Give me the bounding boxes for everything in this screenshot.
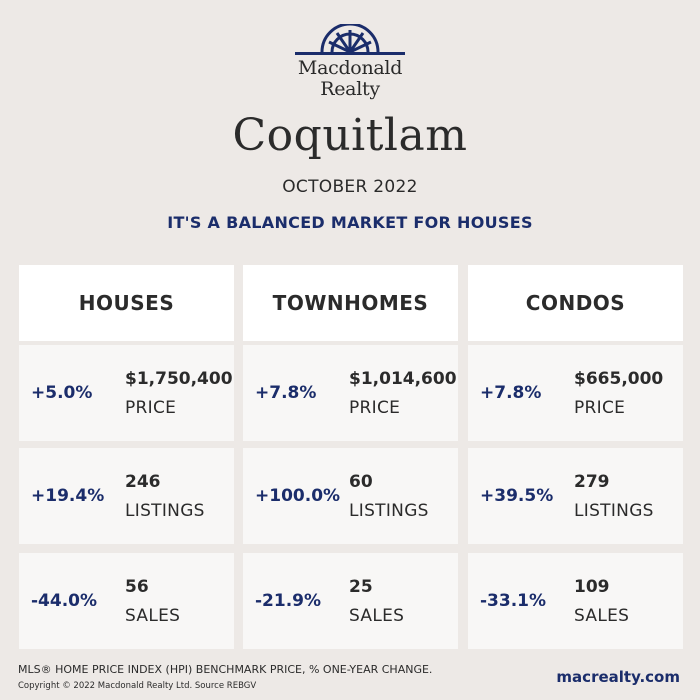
listings-label: LISTINGS [349,501,429,521]
price-value: $1,014,600 [349,369,457,389]
sales-label: SALES [574,606,630,626]
sales-change: -33.1% [480,591,547,611]
sales-stat-card: -44.0% 56 SALES [19,553,234,649]
listings-stat-card: +39.5% 279 LISTINGS [468,448,683,544]
listings-label: LISTINGS [125,501,205,521]
listings-change: +100.0% [255,486,341,506]
listings-change: +39.5% [480,486,554,506]
sales-stat-card: -33.1% 109 SALES [468,553,683,649]
brand-name-line2: Realty [320,78,380,100]
column-title: CONDOS [468,265,683,341]
sales-label: SALES [125,606,181,626]
city-title: Coquitlam [232,110,468,161]
price-change: +5.0% [31,383,93,403]
price-stat-card: +7.8% $1,014,600 PRICE [243,345,458,441]
listings-change: +19.4% [31,486,105,506]
sales-label: SALES [349,606,405,626]
price-value: $1,750,400 [125,369,233,389]
sales-value: 25 [349,577,373,597]
report-period: OCTOBER 2022 [282,177,418,197]
condos-column: CONDOS +7.8% $665,000 PRICE +39.5% 279 L… [468,265,683,649]
brand-logo: Macdonald Realty [0,24,700,100]
price-label: PRICE [125,398,177,418]
listings-value: 246 [125,472,161,492]
column-title: TOWNHOMES [243,265,458,341]
methodology-note: MLS® HOME PRICE INDEX (HPI) BENCHMARK PR… [18,663,433,676]
price-stat-card: +7.8% $665,000 PRICE [468,345,683,441]
logo-emblem-icon [295,24,405,55]
price-label: PRICE [349,398,401,418]
price-label: PRICE [574,398,626,418]
listings-stat-card: +19.4% 246 LISTINGS [19,448,234,544]
listings-value: 60 [349,472,373,492]
sales-stat-card: -21.9% 25 SALES [243,553,458,649]
website-link[interactable]: macrealty.com [556,668,680,686]
sales-value: 109 [574,577,610,597]
copyright-text: Copyright © 2022 Macdonald Realty Ltd. S… [18,681,257,691]
sales-change: -44.0% [31,591,98,611]
sales-value: 56 [125,577,149,597]
column-title: HOUSES [19,265,234,341]
brand-name-line1: Macdonald [297,57,403,79]
price-stat-card: +5.0% $1,750,400 PRICE [19,345,234,441]
price-change: +7.8% [255,383,317,403]
listings-stat-card: +100.0% 60 LISTINGS [243,448,458,544]
listings-value: 279 [574,472,610,492]
townhomes-column: TOWNHOMES +7.8% $1,014,600 PRICE +100.0%… [243,265,458,649]
houses-column: HOUSES +5.0% $1,750,400 PRICE +19.4% 246… [19,265,234,649]
sales-change: -21.9% [255,591,322,611]
price-change: +7.8% [480,383,542,403]
market-headline: IT'S A BALANCED MARKET FOR HOUSES [167,213,533,232]
price-value: $665,000 [574,369,664,389]
listings-label: LISTINGS [574,501,654,521]
